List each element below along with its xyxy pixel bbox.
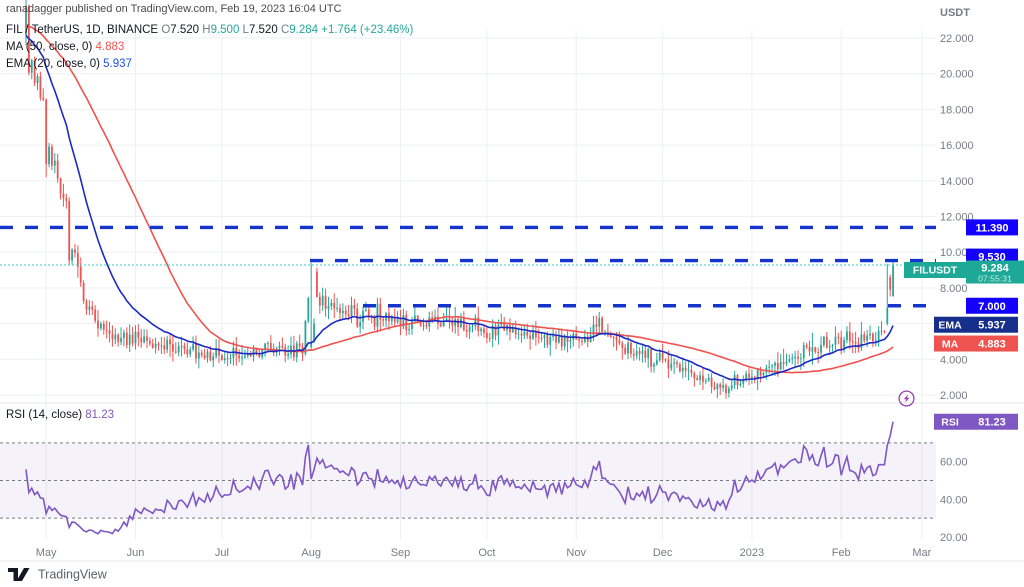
svg-text:8.000: 8.000 <box>940 283 968 295</box>
svg-text:60.00: 60.00 <box>940 457 968 469</box>
svg-text:EMA: EMA <box>938 320 962 332</box>
svg-text:Nov: Nov <box>566 547 586 559</box>
svg-text:USDT: USDT <box>940 7 970 19</box>
svg-text:Feb: Feb <box>832 547 851 559</box>
svg-text:11.390: 11.390 <box>975 222 1008 234</box>
svg-text:18.000: 18.000 <box>940 104 974 116</box>
svg-text:7.000: 7.000 <box>978 301 1006 313</box>
svg-text:Jun: Jun <box>127 547 145 559</box>
svg-text:RSI (14, close) 81.23: RSI (14, close) 81.23 <box>6 409 114 421</box>
svg-text:40.00: 40.00 <box>940 494 968 506</box>
svg-text:4.883: 4.883 <box>978 339 1006 351</box>
svg-text:ranadagger published on Tradin: ranadagger published on TradingView.com,… <box>6 3 342 15</box>
svg-text:EMA (20, close, 0) 5.937: EMA (20, close, 0) 5.937 <box>6 58 132 70</box>
svg-text:4.000: 4.000 <box>940 354 968 366</box>
svg-text:81.23: 81.23 <box>978 417 1006 429</box>
svg-text:22.000: 22.000 <box>940 33 974 45</box>
svg-text:Oct: Oct <box>478 547 495 559</box>
svg-text:FILUSDT: FILUSDT <box>913 265 958 277</box>
svg-text:20.000: 20.000 <box>940 69 974 81</box>
svg-text:14.000: 14.000 <box>940 176 974 188</box>
svg-text:Sep: Sep <box>391 547 411 559</box>
svg-text:RSI: RSI <box>941 417 959 429</box>
svg-text:May: May <box>36 547 57 559</box>
svg-text:Dec: Dec <box>653 547 673 559</box>
svg-text:TradingView: TradingView <box>38 568 108 582</box>
svg-text:07:55:31: 07:55:31 <box>978 274 1012 284</box>
svg-text:Jul: Jul <box>215 547 229 559</box>
svg-text:MA: MA <box>942 339 959 351</box>
svg-text:2.000: 2.000 <box>940 390 968 402</box>
svg-text:2023: 2023 <box>740 547 764 559</box>
svg-text:16.000: 16.000 <box>940 140 974 152</box>
svg-text:Aug: Aug <box>301 547 321 559</box>
svg-text:Mar: Mar <box>912 547 931 559</box>
svg-text:5.937: 5.937 <box>978 320 1006 332</box>
svg-text:MA (50, close, 0) 4.883: MA (50, close, 0) 4.883 <box>6 41 124 53</box>
svg-text:FIL / TetherUS, 1D, BINANCE O: FIL / TetherUS, 1D, BINANCE O7.520 H9.50… <box>6 24 413 36</box>
svg-text:20.00: 20.00 <box>940 532 968 544</box>
